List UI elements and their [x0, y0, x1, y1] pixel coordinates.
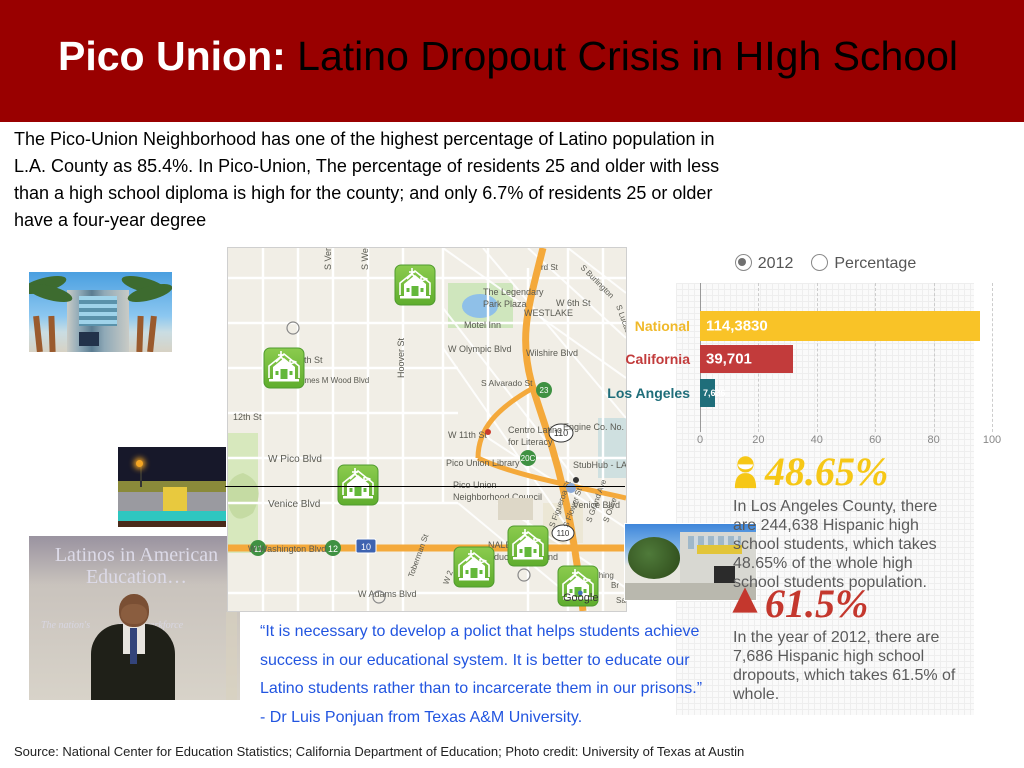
svg-text:James M Wood Blvd: James M Wood Blvd — [296, 376, 369, 385]
svg-text:Engine Co. No.: Engine Co. No. — [563, 422, 624, 432]
svg-text:S Vermont Ave: S Vermont Ave — [323, 248, 333, 270]
svg-text:Hoover St: Hoover St — [396, 337, 406, 378]
svg-text:Venice Blvd: Venice Blvd — [268, 499, 320, 510]
svg-text:for Literacy: for Literacy — [508, 437, 553, 447]
svg-text:12th St: 12th St — [233, 412, 262, 422]
svg-text:W Olympic Blvd: W Olympic Blvd — [448, 344, 512, 354]
svg-text:Pico Union: Pico Union — [453, 480, 497, 490]
svg-text:Centro Latino: Centro Latino — [508, 425, 562, 435]
svg-text:W Washington Blvd: W Washington Blvd — [248, 544, 326, 554]
svg-text:StubHub - LA Live: StubHub - LA Live — [573, 460, 626, 470]
svg-text:Motel Inn: Motel Inn — [464, 320, 501, 330]
svg-text:W Adams Blvd: W Adams Blvd — [358, 589, 417, 599]
svg-text:Br: Br — [611, 581, 619, 590]
svg-text:W 11th St: W 11th St — [448, 430, 487, 440]
svg-text:S Alvarado St: S Alvarado St — [481, 378, 533, 388]
svg-text:Wilshire Blvd: Wilshire Blvd — [526, 348, 578, 358]
svg-text:The Legendary: The Legendary — [483, 287, 544, 297]
svg-text:Google: Google — [563, 592, 598, 604]
svg-text:110: 110 — [557, 529, 570, 538]
svg-text:W Pico Blvd: W Pico Blvd — [268, 454, 322, 465]
svg-text:10: 10 — [361, 542, 371, 552]
svg-text:12: 12 — [328, 544, 338, 554]
svg-text:Park Plaza: Park Plaza — [483, 299, 527, 309]
svg-text:W 6th St: W 6th St — [556, 298, 591, 308]
svg-text:Pico Union Library: Pico Union Library — [446, 458, 520, 468]
svg-text:23: 23 — [540, 386, 549, 395]
svg-text:WESTLAKE: WESTLAKE — [524, 308, 573, 318]
svg-text:S Westmoreland Ave: S Westmoreland Ave — [360, 248, 370, 270]
svg-text:rd St: rd St — [541, 263, 559, 272]
svg-text:20C: 20C — [521, 454, 536, 463]
